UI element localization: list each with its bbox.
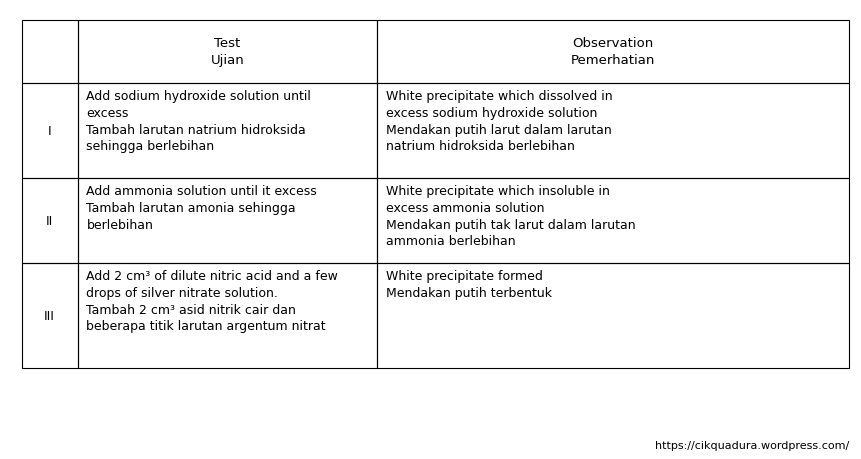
Bar — [377, 263, 848, 368]
Text: https://cikquadura.wordpress.com/: https://cikquadura.wordpress.com/ — [654, 440, 848, 450]
Bar — [377, 21, 848, 84]
Bar — [22, 263, 77, 368]
Text: Add ammonia solution until it excess
Tambah larutan amonia sehingga
berlebihan: Add ammonia solution until it excess Tam… — [86, 185, 317, 231]
Bar — [77, 179, 377, 263]
Text: I: I — [48, 125, 52, 138]
Bar — [22, 21, 77, 84]
Bar — [77, 84, 377, 179]
Text: Test
Ujian: Test Ujian — [210, 37, 245, 67]
Text: White precipitate which dissolved in
excess sodium hydroxide solution
Mendakan p: White precipitate which dissolved in exc… — [386, 90, 612, 153]
Bar — [77, 21, 377, 84]
Text: Add 2 cm³ of dilute nitric acid and a few
drops of silver nitrate solution.
Tamb: Add 2 cm³ of dilute nitric acid and a fe… — [86, 269, 338, 333]
Bar — [377, 84, 848, 179]
Bar — [377, 179, 848, 263]
Text: Add sodium hydroxide solution until
excess
Tambah larutan natrium hidroksida
seh: Add sodium hydroxide solution until exce… — [86, 90, 311, 153]
Bar — [22, 179, 77, 263]
Bar — [22, 84, 77, 179]
Bar — [77, 263, 377, 368]
Text: Observation
Pemerhatian: Observation Pemerhatian — [570, 37, 654, 67]
Text: White precipitate which insoluble in
excess ammonia solution
Mendakan putih tak : White precipitate which insoluble in exc… — [386, 185, 635, 248]
Text: White precipitate formed
Mendakan putih terbentuk: White precipitate formed Mendakan putih … — [386, 269, 551, 299]
Text: III: III — [44, 309, 55, 322]
Text: II: II — [46, 214, 53, 228]
